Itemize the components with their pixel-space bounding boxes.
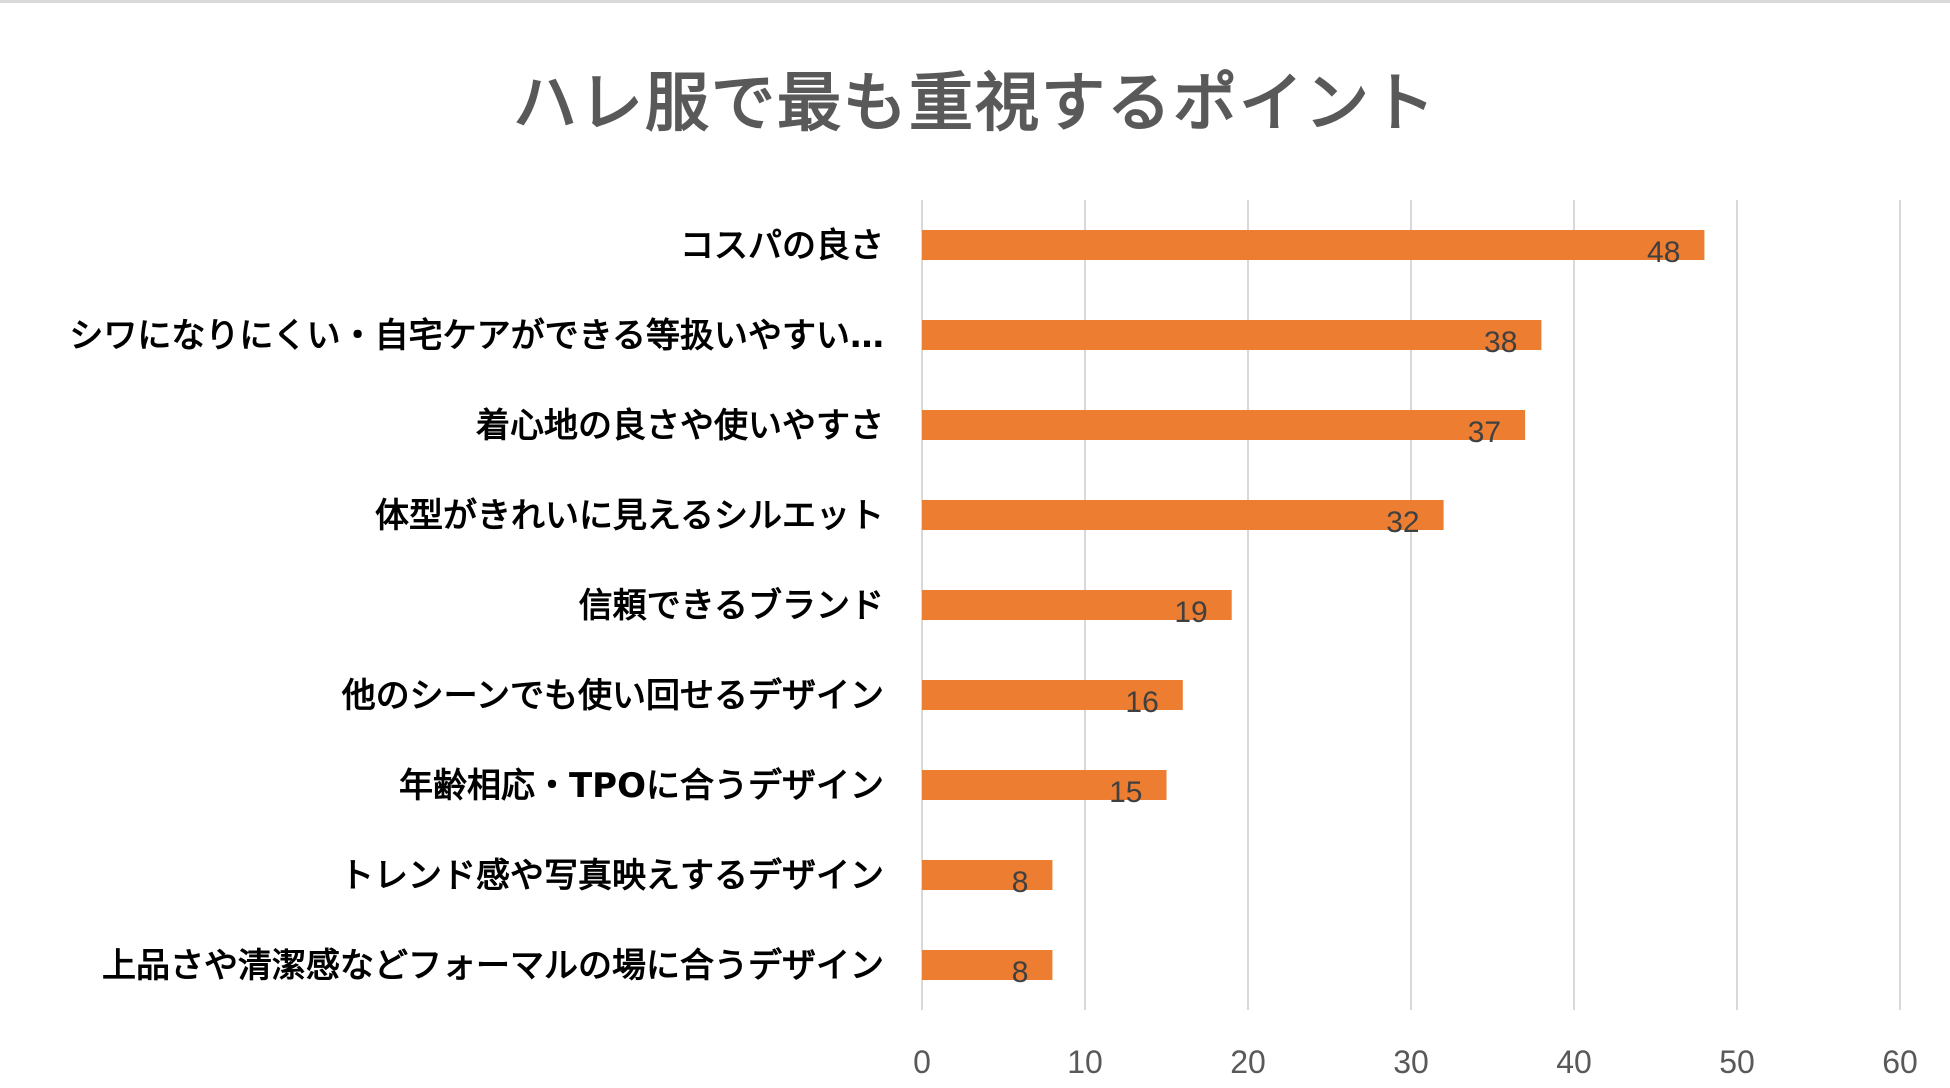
category-label: 他のシーンでも使い回せるデザイン bbox=[341, 676, 884, 716]
bar bbox=[922, 500, 1444, 530]
bar bbox=[922, 680, 1183, 710]
category-label: 信頼できるブランド bbox=[579, 586, 884, 626]
category-label: コスパの良さ bbox=[680, 226, 884, 266]
data-label: 15 bbox=[1109, 776, 1142, 809]
bar bbox=[922, 590, 1232, 620]
category-label: トレンド感や写真映えするデザイン bbox=[340, 856, 884, 896]
x-tick-label: 30 bbox=[1393, 1044, 1429, 1080]
data-label: 8 bbox=[1012, 866, 1029, 899]
bar bbox=[922, 950, 1053, 980]
category-label: 体型がきれいに見えるシルエット bbox=[375, 496, 884, 536]
x-tick-label: 0 bbox=[913, 1044, 931, 1080]
bar bbox=[922, 860, 1053, 890]
data-label: 8 bbox=[1012, 956, 1029, 989]
x-tick-label: 60 bbox=[1882, 1044, 1918, 1080]
bar bbox=[922, 770, 1167, 800]
bar bbox=[922, 230, 1705, 260]
x-tick-label: 40 bbox=[1556, 1044, 1592, 1080]
data-label: 48 bbox=[1647, 236, 1680, 269]
chart-title: ハレ服で最も重視するポイント bbox=[513, 67, 1437, 141]
data-label: 38 bbox=[1484, 326, 1517, 359]
bar bbox=[922, 320, 1542, 350]
category-label: 上品さや清潔感などフォーマルの場に合うデザイン bbox=[102, 946, 884, 986]
category-label: 年齢相応・TPOに合うデザイン bbox=[399, 766, 884, 806]
bar bbox=[922, 410, 1526, 440]
data-label: 37 bbox=[1468, 416, 1501, 449]
x-tick-label: 50 bbox=[1719, 1044, 1755, 1080]
category-label: 着心地の良さや使いやすさ bbox=[475, 406, 884, 446]
data-label: 19 bbox=[1174, 596, 1207, 629]
x-tick-label: 20 bbox=[1230, 1044, 1266, 1080]
data-label: 32 bbox=[1386, 506, 1419, 539]
x-tick-label: 10 bbox=[1067, 1044, 1103, 1080]
data-label: 16 bbox=[1125, 686, 1158, 719]
top-border bbox=[0, 0, 1950, 3]
category-label: シワになりにくい・自宅ケアができる等扱いやすい… bbox=[69, 316, 884, 356]
